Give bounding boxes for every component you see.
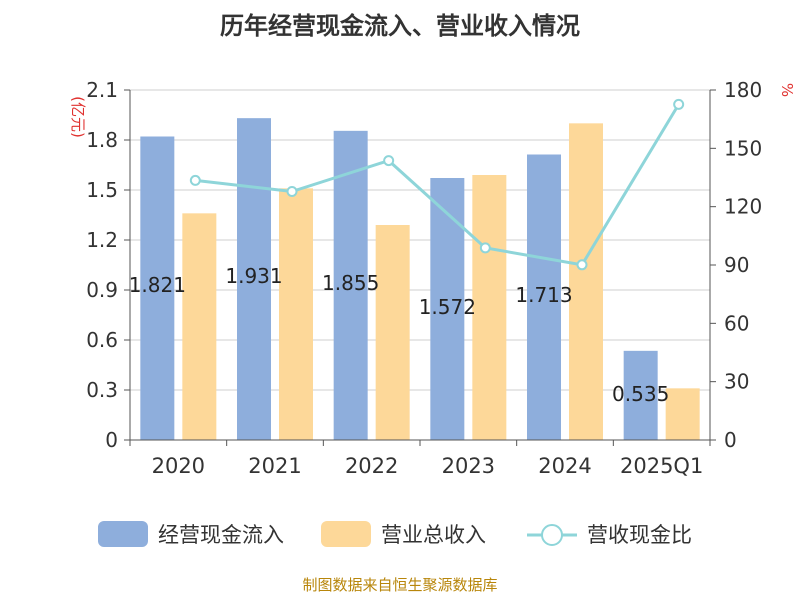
bar-cash-inflow bbox=[430, 178, 465, 440]
legend-item: 营业总收入 bbox=[321, 521, 486, 547]
bar-cash-inflow bbox=[140, 136, 175, 440]
bar-revenue bbox=[665, 388, 700, 440]
data-label: 1.572 bbox=[419, 295, 476, 319]
bar-cash-inflow bbox=[623, 350, 658, 440]
right-tick-label: 90 bbox=[724, 253, 749, 277]
right-tick-label: 0 bbox=[724, 428, 737, 452]
bar-revenue bbox=[569, 123, 603, 440]
bar-cash-inflow bbox=[527, 154, 561, 440]
legend-swatch bbox=[98, 521, 148, 547]
x-tick-label: 2022 bbox=[345, 454, 398, 478]
legend-swatch bbox=[321, 521, 371, 547]
ratio-point bbox=[673, 98, 685, 110]
legend-item: 经营现金流入 bbox=[98, 521, 284, 547]
right-axis-unit: % bbox=[778, 83, 796, 97]
legend-label: 营业总收入 bbox=[381, 523, 486, 547]
ratio-line bbox=[189, 98, 685, 271]
left-tick-label: 1.5 bbox=[86, 178, 118, 202]
data-label: 1.855 bbox=[322, 271, 379, 295]
x-tick-label: 2024 bbox=[538, 454, 591, 478]
x-tick-label: 2025Q1 bbox=[620, 454, 703, 478]
right-tick-label: 180 bbox=[724, 78, 762, 102]
x-tick-label: 2020 bbox=[152, 454, 205, 478]
axes: 0 0.3 0.6 0.9 1.2 1.5 1.8 2.1 0 30 60 90 120 150 180 20… bbox=[86, 78, 762, 478]
left-tick-label: 2.1 bbox=[86, 78, 118, 102]
x-tick-label: 2023 bbox=[442, 454, 495, 478]
right-tick-label: 30 bbox=[724, 370, 749, 394]
data-label: 0.535 bbox=[612, 382, 669, 406]
left-tick-label: 1.2 bbox=[86, 228, 118, 252]
left-tick-label: 0 bbox=[105, 428, 118, 452]
right-tick-label: 120 bbox=[724, 195, 762, 219]
legend-item: 营收现金比 bbox=[527, 523, 692, 547]
x-tick-label: 2021 bbox=[248, 454, 301, 478]
ratio-point bbox=[576, 259, 588, 271]
data-label: 1.713 bbox=[515, 283, 572, 307]
left-tick-label: 0.9 bbox=[86, 278, 118, 302]
right-tick-label: 150 bbox=[724, 136, 762, 160]
right-tick-label: 60 bbox=[724, 311, 749, 335]
data-label: 1.931 bbox=[225, 264, 282, 288]
left-axis-unit: (亿元) bbox=[69, 96, 87, 138]
data-label: 1.821 bbox=[129, 273, 186, 297]
ratio-line-path bbox=[195, 103, 680, 267]
bar-revenue bbox=[182, 213, 217, 440]
left-tick-label: 0.3 bbox=[86, 378, 118, 402]
ratio-point bbox=[286, 186, 298, 197]
ratio-point bbox=[479, 242, 491, 254]
bar-revenue bbox=[279, 188, 313, 440]
bars bbox=[140, 118, 700, 441]
ratio-point bbox=[383, 155, 395, 167]
left-tick-label: 1.8 bbox=[86, 128, 118, 152]
bar-cash-inflow bbox=[237, 118, 271, 441]
left-tick-label: 0.6 bbox=[86, 328, 118, 352]
ratio-point bbox=[189, 174, 201, 186]
bar-revenue bbox=[375, 225, 410, 440]
legend: 经营现金流入 营业总收入 营收现金比 bbox=[98, 521, 692, 547]
legend-label: 经营现金流入 bbox=[158, 523, 284, 547]
data-labels: 1.821 1.931 1.855 1.572 1.713 0.535 bbox=[129, 264, 670, 406]
bar-cash-inflow bbox=[333, 130, 368, 441]
chart-title: 历年经营现金流入、营业收入情况 bbox=[220, 12, 580, 40]
legend-label: 营收现金比 bbox=[587, 523, 692, 547]
legend-marker bbox=[541, 524, 563, 546]
bar-revenue bbox=[472, 175, 507, 440]
gridlines bbox=[130, 89, 710, 391]
source-note: 制图数据来自恒生聚源数据库 bbox=[302, 576, 497, 594]
